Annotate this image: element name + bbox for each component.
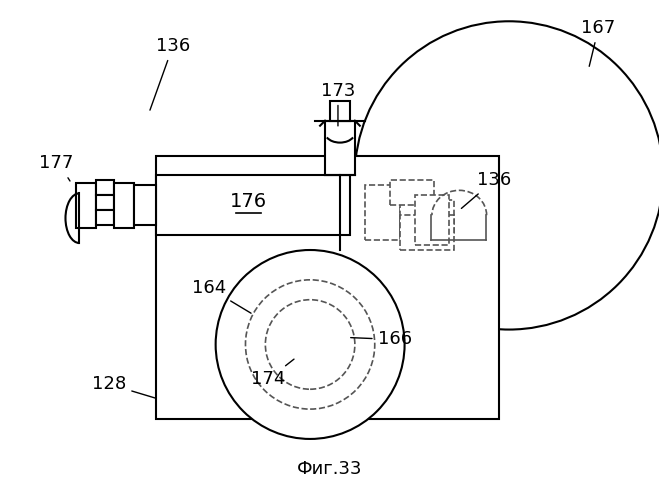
Bar (97, 210, 114, 225)
Circle shape (265, 300, 355, 389)
Circle shape (245, 280, 375, 409)
Bar (430, 200, 454, 235)
Bar (97, 196, 114, 210)
Bar (134, 186, 156, 225)
Bar (414, 196, 449, 245)
Text: 128: 128 (92, 375, 156, 398)
Text: 174: 174 (251, 359, 294, 388)
Text: 136: 136 (150, 37, 190, 110)
Text: 164: 164 (192, 279, 251, 313)
Text: Фиг.33: Фиг.33 (297, 460, 363, 478)
Bar (325, 120, 355, 176)
Circle shape (355, 22, 661, 330)
Text: 176: 176 (230, 192, 267, 211)
Bar (97, 180, 114, 196)
Circle shape (215, 250, 405, 439)
Text: 136: 136 (461, 172, 511, 208)
Bar (156, 156, 499, 419)
Bar (77, 184, 97, 228)
Bar (400, 215, 454, 250)
Text: 166: 166 (351, 330, 412, 348)
Text: 167: 167 (582, 19, 615, 66)
Bar (365, 186, 400, 240)
Text: 173: 173 (321, 82, 355, 126)
Bar (114, 184, 134, 228)
Bar (156, 176, 350, 235)
Bar (400, 190, 430, 235)
Circle shape (255, 290, 365, 399)
Bar (330, 101, 350, 120)
Bar (390, 180, 434, 205)
Text: 177: 177 (40, 154, 74, 172)
